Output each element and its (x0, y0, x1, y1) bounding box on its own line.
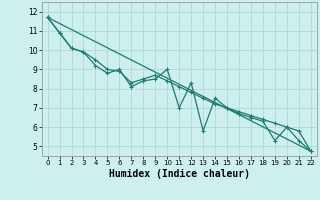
X-axis label: Humidex (Indice chaleur): Humidex (Indice chaleur) (109, 169, 250, 179)
